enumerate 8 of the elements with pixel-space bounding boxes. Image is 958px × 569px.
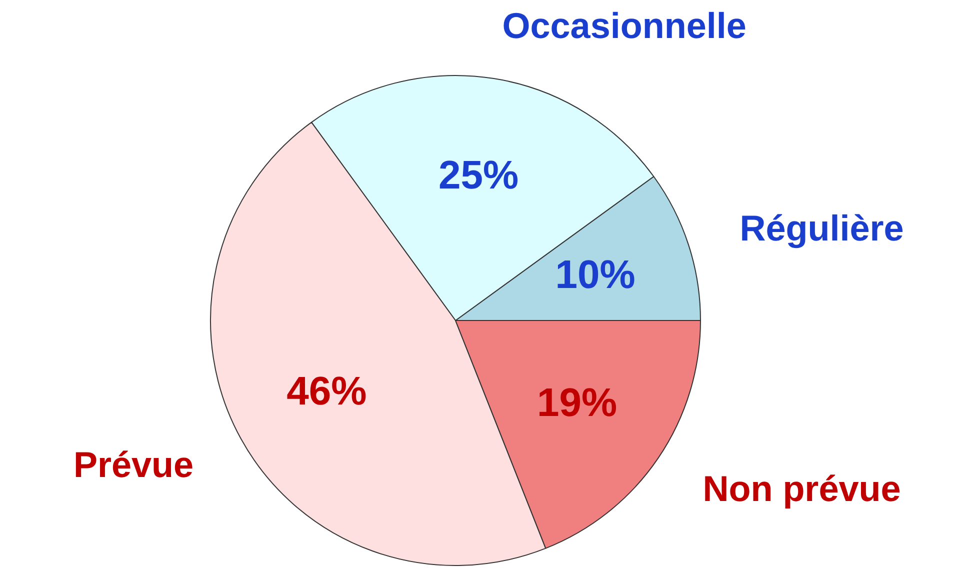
slice-label: Non prévue — [702, 468, 901, 510]
data-label: 25% — [438, 153, 519, 198]
data-label: 10% — [555, 253, 636, 298]
slice-label: Occasionnelle — [502, 5, 746, 46]
data-label: 19% — [537, 381, 618, 426]
data-label: 46% — [286, 369, 367, 414]
slice-label: Régulière — [740, 208, 904, 249]
slice-label: Prévue — [73, 444, 194, 485]
